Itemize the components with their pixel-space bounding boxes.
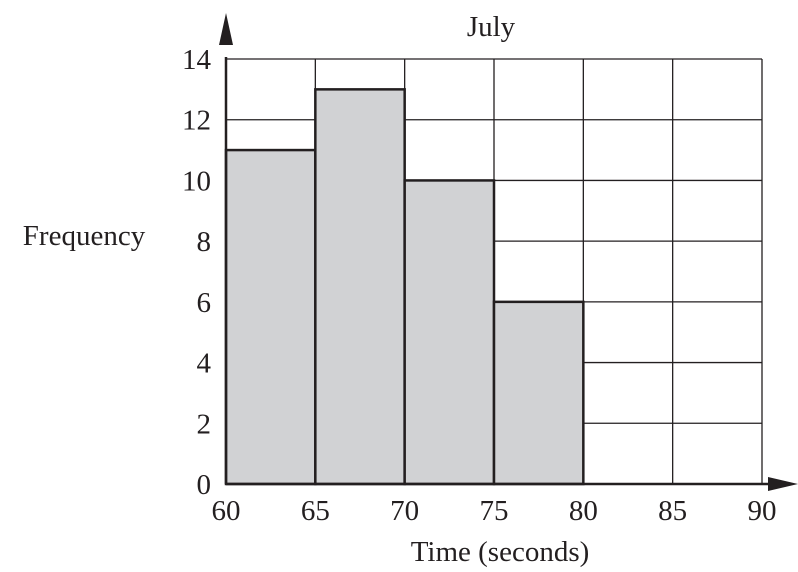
x-tick-label: 65 [301,495,330,527]
y-tick-label: 8 [197,226,212,258]
axes [219,13,798,491]
y-tick-label: 6 [197,287,212,319]
x-tick-label: 70 [390,495,419,527]
chart-title: July [467,11,516,43]
histogram-bar [403,179,496,486]
histogram-bar [314,88,406,486]
y-tick-label: 12 [182,105,211,137]
bars [224,88,585,486]
x-tick-label: 75 [480,495,509,527]
y-tick-label: 14 [182,44,212,76]
tick-labels: 0 2 4 6 8 10 12 14 60 65 70 75 80 85 90 [182,44,777,527]
x-tick-label: 90 [748,495,777,527]
y-tick-label: 4 [197,348,212,380]
histogram-bar [492,300,585,486]
y-tick-label: 0 [197,469,212,501]
x-tick-label: 80 [569,495,598,527]
y-axis-title: Frequency [23,220,146,252]
histogram-bar [224,148,317,486]
y-tick-label: 10 [182,165,211,197]
x-axis-title: Time (seconds) [411,536,590,568]
y-axis-arrow-icon [219,13,233,45]
x-axis-arrow-icon [768,477,798,491]
x-tick-label: 85 [658,495,687,527]
x-tick-label: 60 [212,495,241,527]
y-tick-label: 2 [197,408,212,440]
